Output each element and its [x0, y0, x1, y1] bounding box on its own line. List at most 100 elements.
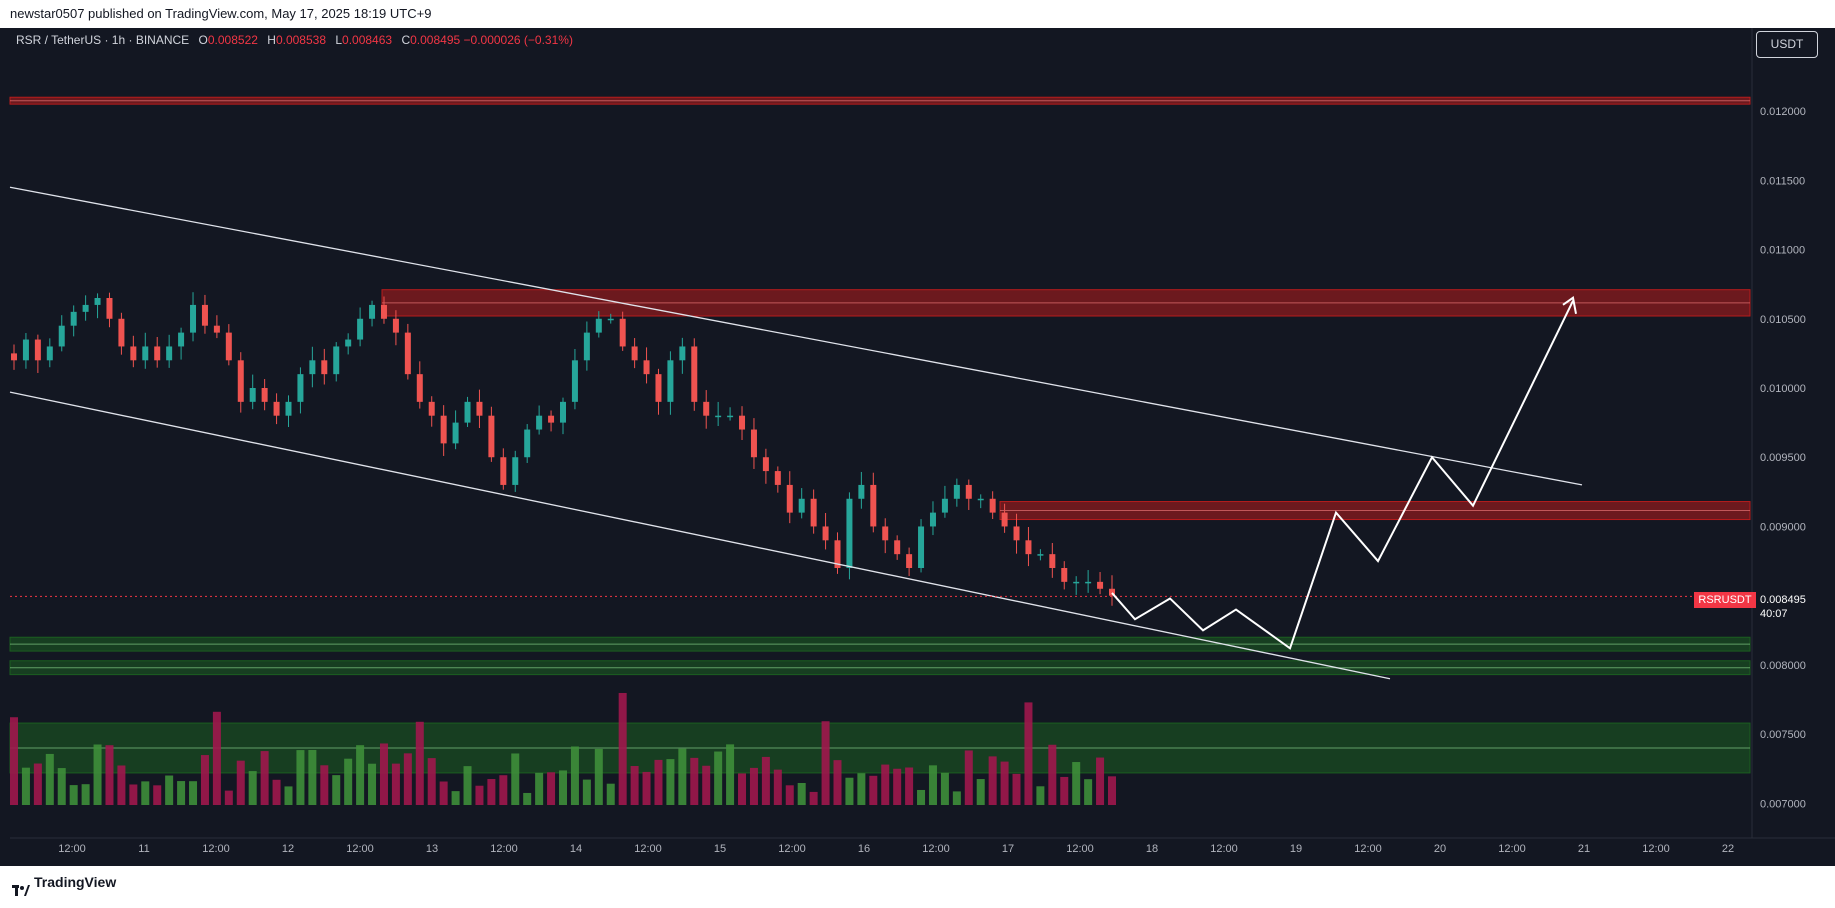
y-tick-label: 0.007500 [1760, 729, 1806, 741]
volume-bar [797, 782, 806, 805]
candle-body [273, 401, 280, 416]
volume-bar [559, 770, 567, 805]
volume-bar [511, 753, 520, 805]
candle-body [989, 498, 996, 513]
low-label: L [335, 33, 343, 47]
candle-body [1001, 512, 1008, 527]
volume-bar [893, 768, 902, 805]
close-label: C [401, 33, 411, 47]
x-tick-label: 12:00 [922, 843, 950, 855]
candle-body [464, 401, 471, 423]
tradingview-logo-icon[interactable] [12, 876, 30, 908]
volume-bar [153, 785, 162, 805]
volume-bar [1096, 757, 1105, 805]
volume-bar [427, 758, 436, 805]
publish-header: newstar0507 published on TradingView.com… [0, 0, 1835, 28]
volume-bar [308, 749, 317, 805]
candle-body [11, 353, 17, 361]
candle-body [46, 346, 53, 361]
candle-body [1061, 568, 1068, 582]
candle-body [846, 498, 853, 568]
candle-body [619, 318, 626, 347]
candle-body [476, 401, 483, 416]
candle-body [1025, 540, 1032, 555]
volume-bar [81, 784, 90, 805]
x-tick-label: 12:00 [634, 843, 662, 855]
volume-bar [940, 772, 949, 805]
volume-bar [415, 721, 424, 805]
candle-body [858, 484, 865, 499]
volume-bar [260, 751, 269, 805]
candle-body [416, 374, 423, 402]
volume-bar [976, 779, 985, 805]
x-tick-label: 13 [426, 843, 438, 855]
candle-body [321, 360, 328, 375]
volume-bar [21, 767, 30, 805]
volume-bar [379, 743, 388, 805]
candle-body [894, 540, 901, 555]
volume-bar [1084, 779, 1093, 805]
symbol-label[interactable]: RSR / TetherUS · 1h · BINANCE [16, 33, 190, 47]
x-tick-label: 20 [1434, 843, 1446, 855]
y-tick-label: 0.010500 [1760, 314, 1806, 326]
candle-body [285, 401, 292, 416]
volume-bar [773, 769, 782, 805]
candle-body [774, 471, 781, 485]
y-tick-label: 0.008000 [1760, 660, 1806, 672]
volume-bar [845, 777, 854, 805]
volume-bar [952, 791, 961, 805]
candle-body [178, 332, 185, 347]
candle-body [750, 429, 757, 458]
candle-body [512, 457, 519, 485]
volume-bar [93, 744, 102, 805]
high-value: 0.008538 [275, 33, 326, 47]
candle-body [965, 484, 972, 499]
volume-bar [905, 767, 914, 805]
candle-body [571, 360, 578, 402]
candle-body [261, 388, 268, 402]
footer-brand[interactable]: TradingView [34, 874, 117, 890]
candle-body [679, 346, 686, 361]
currency-unit-button[interactable]: USDT [1756, 31, 1818, 58]
candle-body [297, 374, 304, 402]
x-tick-label: 22 [1722, 843, 1734, 855]
candle-body [798, 498, 805, 513]
candle-body [691, 346, 698, 402]
volume-bar [344, 758, 353, 805]
volume-bar [332, 775, 341, 805]
volume-bar [678, 748, 687, 805]
volume-bar [1072, 762, 1081, 805]
x-tick-label: 12:00 [1210, 843, 1238, 855]
volume-bar [690, 757, 699, 805]
y-tick-label: 0.011500 [1760, 175, 1805, 187]
volume-bar [487, 779, 496, 805]
candle-body [834, 540, 841, 568]
volume-bar [463, 766, 472, 805]
candle-body [82, 304, 89, 312]
candle-body [1013, 526, 1020, 541]
volume-bar [523, 792, 532, 805]
candle-body [524, 429, 531, 458]
candle-body [703, 401, 710, 416]
volume-bar [499, 775, 508, 805]
candle-body [810, 498, 817, 527]
candle-body [452, 422, 459, 444]
candle-body [22, 339, 29, 361]
volume-bar [10, 717, 18, 805]
volume-bar [821, 721, 830, 805]
candle-body [58, 325, 65, 347]
volume-bar [69, 785, 78, 805]
channel-upper-line [9, 186, 1583, 486]
y-tick-label: 0.012000 [1760, 106, 1806, 118]
volume-bar [654, 759, 663, 805]
volume-bar [200, 755, 209, 805]
bar-countdown: 40:07 [1760, 608, 1788, 620]
candle-body [237, 360, 244, 402]
volume-bar [57, 768, 66, 805]
candle-body [380, 304, 387, 319]
candle-body [357, 318, 364, 340]
volume-bar [761, 756, 770, 805]
candle-body [583, 332, 590, 361]
candle-body [70, 311, 77, 326]
